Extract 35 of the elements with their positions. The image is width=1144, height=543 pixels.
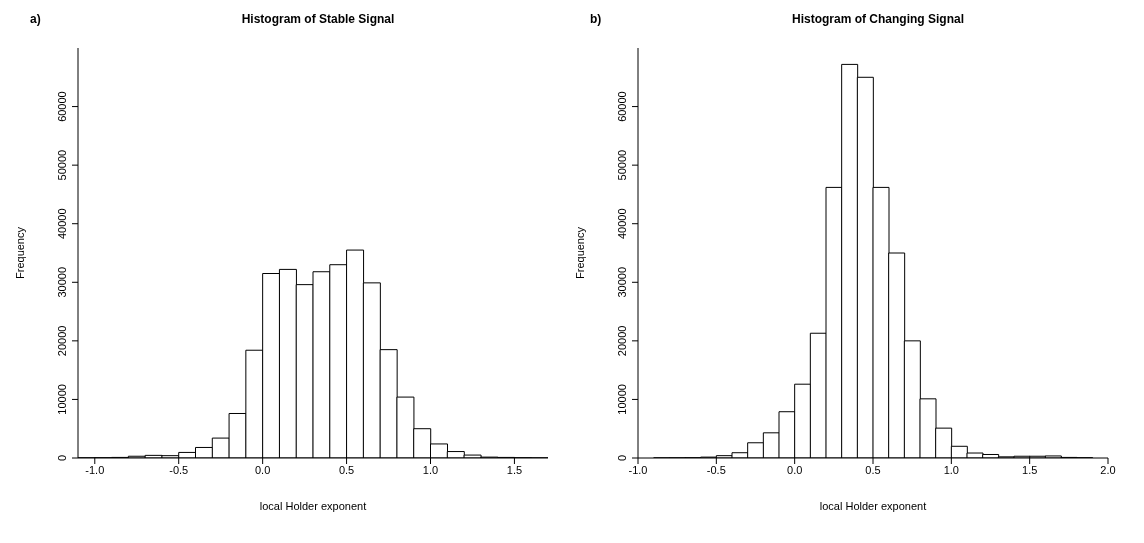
y-tick-label: 20000 xyxy=(56,325,68,357)
y-axis-title: Frequency xyxy=(573,226,586,279)
y-axis-title: Frequency xyxy=(13,226,26,279)
y-tick-label: 10000 xyxy=(616,384,628,415)
y-tick-label: 60000 xyxy=(56,91,68,122)
x-tick-label: -1.0 xyxy=(85,463,105,476)
x-tick-label: 2.0 xyxy=(1100,463,1116,476)
y-tick-label: 30000 xyxy=(56,266,68,298)
y-tick-label: 30000 xyxy=(616,266,628,298)
text: b) xyxy=(590,12,602,26)
y-tick-label: 20000 xyxy=(616,325,628,357)
y-tick-label: 0 xyxy=(56,454,68,462)
y-tick-label: 60000 xyxy=(616,91,628,122)
x-tick-label: -0.5 xyxy=(169,463,189,476)
x-axis-title: local Holder exponent xyxy=(819,500,927,512)
y-tick-label: 40000 xyxy=(616,208,628,240)
x-tick-label: 0.0 xyxy=(254,463,271,476)
y-tick-label: 0 xyxy=(616,454,628,462)
y-tick-label: 10000 xyxy=(56,384,68,415)
x-tick-label: -0.5 xyxy=(706,463,726,476)
y-tick-label: 40000 xyxy=(56,208,68,240)
chart-title: Histogram of Stable Signal xyxy=(240,12,396,26)
x-axis-title: local Holder exponent xyxy=(259,500,367,512)
y-tick-label: 50000 xyxy=(616,149,628,181)
x-tick-label: 0.0 xyxy=(787,463,803,476)
x-tick-label: 0.5 xyxy=(338,463,355,476)
x-tick-label: 1.5 xyxy=(506,463,523,476)
y-tick-label: 50000 xyxy=(56,149,68,181)
x-tick-label: 1.0 xyxy=(943,463,959,476)
text: a) xyxy=(30,12,41,26)
x-tick-label: 0.5 xyxy=(865,463,881,476)
x-tick-label: 1.0 xyxy=(422,463,439,476)
chart-title: Histogram of Changing Signal xyxy=(791,12,965,26)
x-tick-label: -1.0 xyxy=(628,463,648,476)
x-tick-label: 1.5 xyxy=(1022,463,1038,476)
